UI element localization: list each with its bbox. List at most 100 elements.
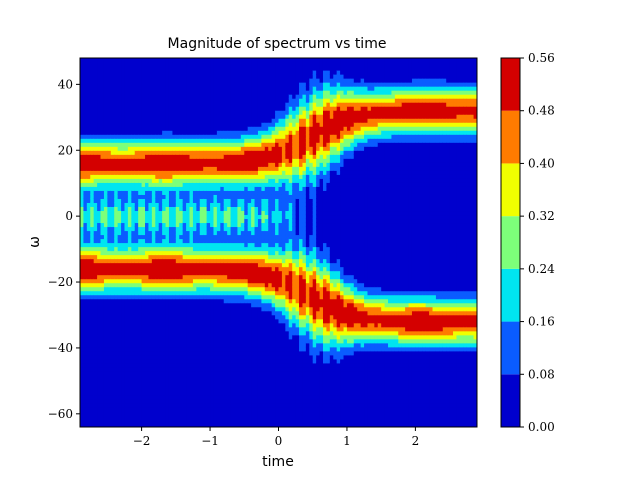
contour-cell (145, 338, 150, 344)
contour-cell (247, 234, 252, 240)
contour-cell (247, 414, 252, 420)
contour-cell (158, 102, 163, 107)
contour-cell (162, 306, 167, 312)
contour-cell (230, 190, 235, 195)
contour-cell (210, 202, 215, 207)
contour-cell (110, 410, 115, 416)
contour-cell (257, 394, 262, 400)
contour-cell (192, 270, 197, 276)
contour-cell (230, 390, 235, 396)
contour-cell (80, 262, 85, 268)
contour-cell (138, 326, 143, 332)
contour-cell (103, 138, 108, 143)
contour-cell (186, 238, 191, 244)
contour-cell (213, 178, 218, 183)
contour-cell (237, 310, 242, 316)
contour-cell (117, 262, 122, 268)
contour-cell (141, 194, 146, 199)
contour-cell (254, 230, 259, 236)
contour-cell (141, 318, 146, 324)
contour-cell (97, 146, 102, 151)
contour-cell (93, 294, 98, 300)
contour-cell (83, 386, 88, 392)
contour-cell (196, 186, 201, 191)
contour-cell (213, 226, 218, 232)
contour-cell (107, 350, 112, 356)
contour-cell (220, 242, 225, 248)
contour-cell (206, 306, 211, 312)
contour-cell (240, 258, 245, 264)
contour-cell (254, 310, 259, 316)
contour-cell (216, 390, 221, 396)
contour-cell (145, 238, 150, 244)
contour-cell (103, 226, 108, 232)
contour-cell (196, 62, 201, 67)
contour-cell (227, 226, 232, 232)
contour-cell (182, 170, 187, 175)
contour-cell (186, 274, 191, 280)
contour-cell (121, 78, 126, 83)
contour-cell (216, 366, 221, 372)
contour-cell (158, 170, 163, 175)
contour-cell (172, 182, 177, 187)
contour-cell (179, 122, 184, 127)
contour-cell (134, 130, 139, 135)
contour-cell (107, 378, 112, 384)
contour-cell (172, 294, 177, 300)
contour-cell (199, 186, 204, 191)
contour-cell (168, 322, 173, 328)
contour-cell (127, 70, 132, 75)
contour-cell (148, 358, 153, 364)
contour-cell (110, 378, 115, 384)
contour-cell (189, 402, 194, 408)
contour-cell (93, 270, 98, 276)
contour-cell (220, 210, 225, 216)
contour-cell (192, 418, 197, 424)
contour-cell (110, 398, 115, 404)
contour-cell (155, 102, 160, 107)
contour-cell (206, 278, 211, 284)
contour-cell (227, 290, 232, 296)
contour-cell (251, 390, 256, 396)
contour-cell (158, 78, 163, 83)
contour-cell (237, 238, 242, 244)
contour-cell (192, 162, 197, 167)
contour-cell (237, 258, 242, 264)
contour-cell (114, 138, 119, 143)
contour-cell (134, 410, 139, 416)
contour-cell (179, 286, 184, 292)
contour-cell (261, 254, 266, 260)
contour-cell (86, 410, 91, 416)
contour-cell (162, 86, 167, 91)
contour-cell (117, 290, 122, 296)
contour-cell (210, 298, 215, 304)
contour-cell (83, 382, 88, 388)
contour-cell (110, 294, 115, 300)
contour-cell (107, 66, 112, 71)
contour-cell (261, 262, 266, 268)
contour-cell (234, 374, 239, 380)
contour-cell (206, 94, 211, 99)
contour-cell (134, 214, 139, 220)
contour-cell (114, 338, 119, 344)
contour-cell (114, 230, 119, 236)
contour-cell (172, 142, 177, 147)
contour-cell (254, 258, 259, 264)
contour-cell (83, 310, 88, 316)
contour-cell (158, 262, 163, 268)
contour-cell (186, 270, 191, 276)
contour-cell (216, 394, 221, 400)
contour-cell (80, 202, 85, 207)
contour-cell (124, 250, 129, 256)
contour-cell (230, 62, 235, 67)
contour-cell (103, 106, 108, 111)
contour-cell (110, 138, 115, 143)
contour-cell (189, 178, 194, 183)
contour-cell (186, 298, 191, 304)
contour-cell (90, 350, 95, 356)
contour-cell (213, 98, 218, 103)
contour-cell (90, 122, 95, 127)
contour-cell (148, 394, 153, 400)
contour-cell (107, 206, 112, 212)
contour-cell (227, 62, 232, 67)
